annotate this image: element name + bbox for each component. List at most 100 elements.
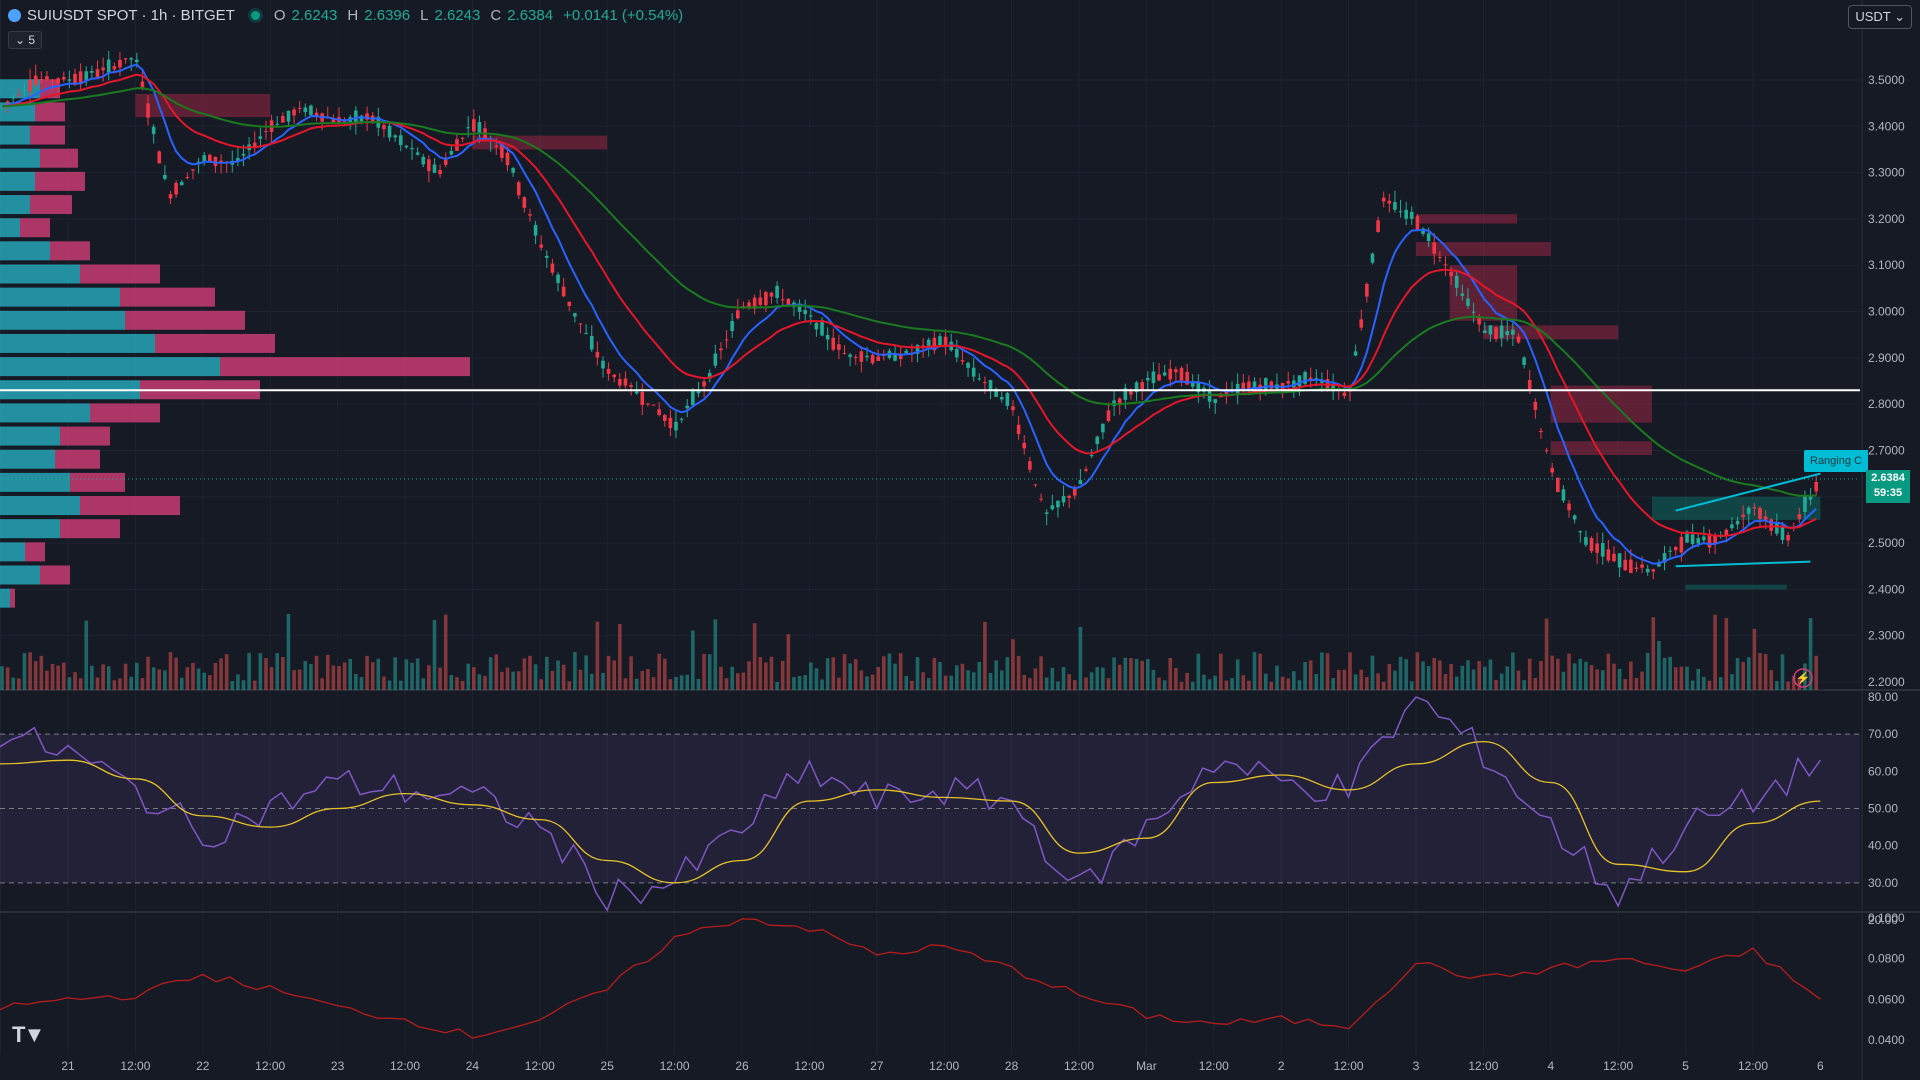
vp-down-bar: [40, 148, 78, 168]
indicators-toggle[interactable]: ⌄ 5: [8, 31, 43, 49]
volume-bar: [994, 660, 998, 690]
volume-bar: [1589, 665, 1594, 690]
last-price-value: 2.6384: [1871, 472, 1905, 484]
volume-bar: [314, 655, 319, 690]
candle-body: [533, 224, 538, 236]
candle-body: [213, 156, 218, 166]
candle-body: [1359, 319, 1364, 328]
volume-bar: [28, 652, 32, 690]
volume-bar: [118, 678, 122, 690]
vp-up-bar: [0, 565, 40, 585]
volume-bar: [466, 663, 470, 690]
vp-down-bar: [70, 472, 125, 492]
volume-bar: [208, 675, 212, 690]
volume-bar: [674, 677, 678, 690]
axes: 3.5000 3.4000 3.3000 3.2000 3.1000 3.0000 2.90…: [61, 73, 1905, 1073]
candle-body: [837, 344, 841, 350]
volume-bar: [1600, 670, 1605, 690]
volume-profile: [0, 79, 470, 608]
candles[interactable]: [0, 50, 1818, 580]
candle-body: [955, 349, 959, 358]
volume-bar: [1185, 672, 1189, 690]
candle-body: [50, 80, 55, 82]
tradingview-logo[interactable]: T▼: [12, 1022, 45, 1047]
volume-bar: [797, 676, 802, 690]
volume-bar: [1640, 671, 1644, 690]
candle-body: [528, 214, 532, 216]
volume-bar: [1752, 628, 1757, 690]
candle-body: [123, 58, 128, 60]
volume-bar: [95, 677, 100, 690]
candle-body: [1483, 330, 1487, 334]
candle-body: [202, 155, 206, 162]
candle-body: [1095, 436, 1100, 445]
candle-body: [1241, 382, 1246, 390]
candle-body: [208, 154, 212, 162]
supply-zone: [1416, 242, 1551, 256]
candle-body: [1320, 381, 1324, 383]
volume-bar: [1325, 653, 1330, 690]
candle-body: [561, 286, 566, 297]
volume-bar: [1213, 675, 1217, 690]
candle-body: [1803, 496, 1807, 512]
volume-bar: [1561, 671, 1566, 690]
volume-bar: [202, 672, 206, 690]
vp-up-bar: [0, 403, 90, 423]
price-tick-label: 2.3000: [1868, 629, 1905, 643]
volume-bar: [893, 663, 897, 690]
volume-bar: [848, 663, 852, 690]
candle-body: [11, 97, 16, 99]
candle-body: [657, 409, 661, 416]
candle-body: [1505, 330, 1510, 336]
volume-bar: [646, 669, 650, 690]
volume-bar: [1252, 652, 1257, 690]
candle-body: [943, 336, 948, 347]
time-tick-label: 12:00: [929, 1059, 959, 1073]
time-tick-label: 4: [1547, 1059, 1554, 1073]
symbol-title[interactable]: SUIUSDT SPOT · 1h · BITGET: [27, 7, 235, 24]
volume-bar: [438, 667, 442, 690]
candle-body: [1342, 392, 1347, 396]
volume-bar: [1297, 680, 1302, 690]
candle-body: [297, 107, 302, 109]
volume-bar: [1735, 657, 1740, 690]
volume-bar: [1673, 667, 1678, 690]
low-value: 2.6243: [434, 7, 481, 24]
candle-body: [449, 151, 454, 155]
volume-bar: [792, 677, 796, 690]
volume-bar: [354, 673, 358, 690]
volume-bar: [1505, 666, 1510, 690]
candle-body: [668, 417, 673, 429]
candle-body: [1140, 382, 1144, 391]
candle-body: [1780, 527, 1785, 540]
candle-body: [1617, 553, 1622, 568]
volume-bar: [809, 662, 813, 690]
volume-bar: [1471, 669, 1476, 690]
volume-bar: [1044, 677, 1049, 690]
candle-body: [870, 354, 875, 364]
volume-bar: [589, 673, 594, 690]
candle-body: [780, 299, 785, 301]
candle-body: [825, 334, 830, 340]
volume-bar: [1179, 681, 1184, 690]
volume-bar: [1359, 669, 1364, 690]
open-value: 2.6243: [291, 7, 338, 24]
candle-body: [831, 337, 836, 350]
candle-body: [646, 403, 650, 405]
currency-select[interactable]: USDT ⌄: [1848, 5, 1912, 29]
volume-bar: [651, 677, 656, 690]
pattern-lower-line: [1675, 560, 1811, 568]
volume-bar: [151, 667, 156, 690]
volume-bar: [1814, 655, 1818, 690]
candle-body: [842, 353, 847, 355]
volume-bar: [1336, 669, 1341, 690]
rsi-tick-label: 80.00: [1868, 690, 1898, 704]
volume-bar: [612, 660, 617, 690]
candle-body: [1286, 381, 1291, 384]
volume-bar: [837, 677, 841, 690]
candle-body: [494, 145, 499, 147]
candle-body: [1067, 495, 1071, 498]
price-tick-label: 2.4000: [1868, 582, 1905, 596]
volume-bar: [1409, 681, 1414, 690]
